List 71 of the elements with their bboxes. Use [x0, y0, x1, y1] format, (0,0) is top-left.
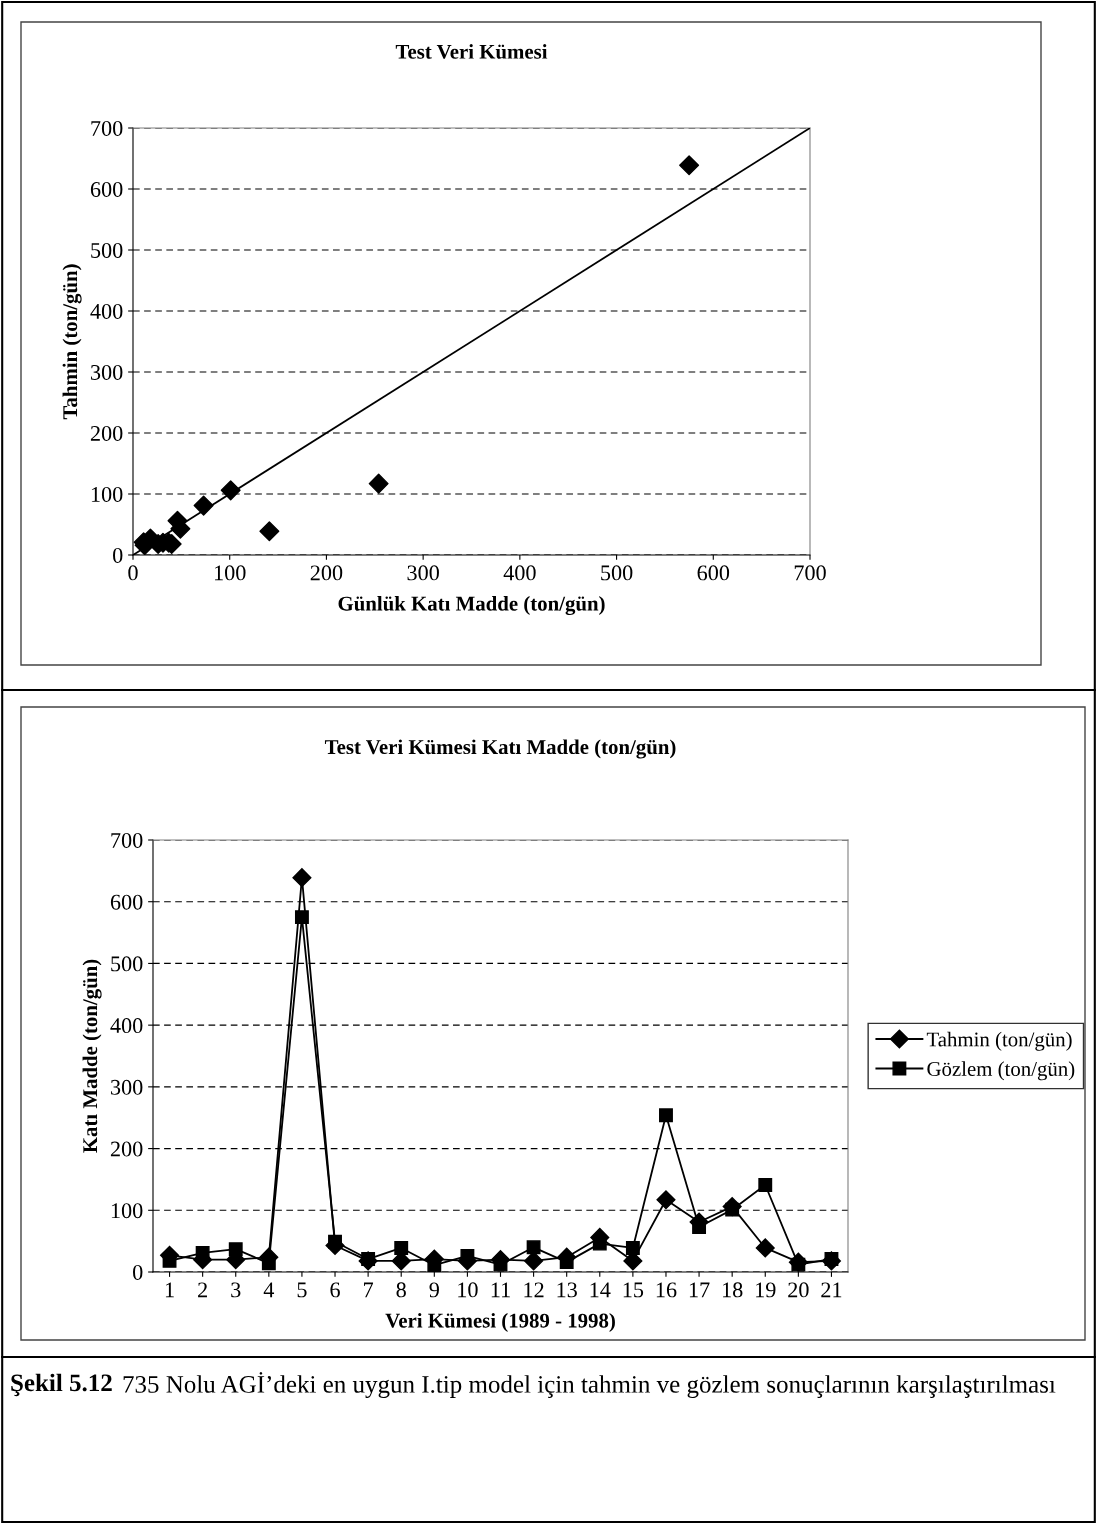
x-tick-label: 100 — [215, 565, 246, 581]
x-tick-label: 6 — [330, 1282, 340, 1298]
point — [368, 473, 389, 494]
y-tick-label: 500 — [111, 956, 143, 972]
chart-title: Test Veri Kümesi — [395, 44, 548, 59]
x-tick-label: 200 — [310, 565, 343, 581]
y-tick-label: 0 — [133, 1264, 143, 1280]
x-tick-label: 500 — [601, 565, 633, 581]
y-tick-label: 600 — [110, 894, 143, 910]
point — [195, 1245, 210, 1260]
point — [228, 1242, 243, 1257]
x-tick-label: 10 — [458, 1282, 478, 1298]
y-axis-title: Tahmin (ton/gün) — [62, 264, 82, 420]
point — [193, 495, 214, 516]
y-tick-label: 400 — [110, 1018, 143, 1034]
x-tick-label: 16 — [656, 1282, 677, 1298]
x-tick-label: 12 — [524, 1282, 544, 1298]
y-tick-label: 700 — [91, 120, 123, 136]
y-tick-label: 100 — [111, 1203, 143, 1219]
x-tick-label: 13 — [557, 1282, 577, 1298]
chart-title: Test Veri Kümesi Katı Madde (ton/gün) — [324, 739, 676, 759]
y-tick-label: 0 — [113, 547, 123, 563]
point — [758, 1178, 773, 1192]
point — [294, 910, 309, 925]
x-tick-label: 20 — [788, 1282, 809, 1298]
x-tick-label: 18 — [723, 1282, 743, 1298]
x-tick-label: 8 — [396, 1282, 406, 1298]
x-tick-label: 11 — [491, 1282, 510, 1298]
x-tick-label: 700 — [794, 565, 826, 581]
y-tick-label: 400 — [90, 303, 123, 319]
point — [659, 1108, 673, 1123]
y-tick-label: 300 — [91, 364, 123, 380]
y-axis-title: Katı Madde (ton/gün) — [82, 959, 102, 1153]
x-tick-label: 3 — [231, 1282, 241, 1298]
y-tick-label: 200 — [110, 1141, 143, 1157]
point — [394, 1240, 409, 1255]
point — [524, 1251, 544, 1271]
x-tick-label: 4 — [263, 1282, 275, 1298]
y-tick-label: 500 — [91, 242, 123, 258]
y-tick-label: 100 — [91, 486, 123, 502]
point — [625, 1240, 640, 1255]
x-axis-title: Veri Kümesi (1989 - 1998) — [385, 1312, 615, 1332]
y-tick-label: 600 — [90, 181, 123, 197]
point — [526, 1240, 541, 1255]
legend-label: Gözlem (ton/gün) — [927, 1061, 1075, 1081]
point — [328, 1234, 342, 1249]
x-tick-label: 14 — [590, 1282, 611, 1298]
y-tick-label: 700 — [111, 832, 143, 848]
point — [656, 1190, 676, 1210]
x-tick-label: 17 — [689, 1282, 710, 1298]
x-tick-label: 400 — [503, 565, 536, 581]
point — [679, 155, 700, 176]
x-tick-label: 2 — [198, 1282, 207, 1298]
point — [292, 868, 312, 888]
x-tick-label: 7 — [364, 1282, 374, 1298]
legend-label: Tahmin (ton/gün) — [926, 1031, 1072, 1051]
text: 735 Nolu AGİ’deki en uygun I.tip model için tahmin ve gözlem sonuçlarının karşılaştırılması — [123, 1372, 1056, 1398]
y-tick-label: 300 — [111, 1079, 143, 1095]
y-tick-label: 200 — [90, 425, 123, 441]
x-axis-title: Günlük Katı Madde (ton/gün) — [338, 595, 605, 616]
text: Şekil 5.12 — [11, 1373, 112, 1397]
x-tick-label: 19 — [756, 1282, 776, 1298]
x-tick-label: 5 — [297, 1282, 307, 1298]
x-tick-label: 21 — [821, 1282, 842, 1298]
point — [259, 521, 280, 542]
x-tick-label: 15 — [623, 1282, 644, 1298]
x-tick-label: 9 — [429, 1282, 439, 1298]
x-tick-label: 300 — [407, 565, 439, 581]
x-tick-label: 1 — [165, 1282, 174, 1298]
point — [755, 1238, 775, 1258]
x-tick-label: 600 — [697, 565, 730, 581]
